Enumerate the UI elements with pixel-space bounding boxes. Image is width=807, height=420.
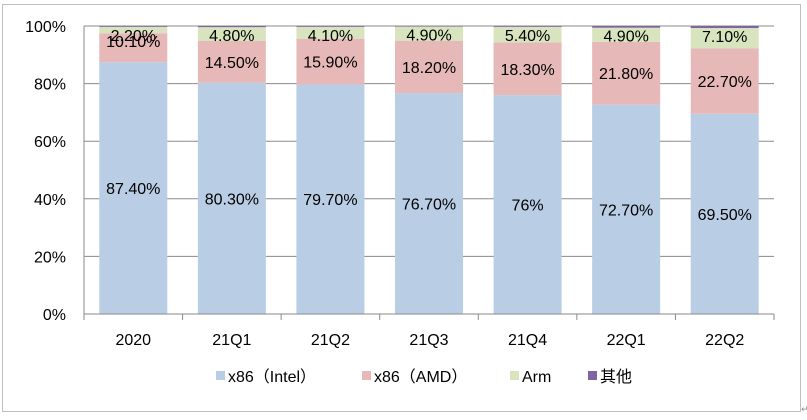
data-label: 4.80% [209, 28, 254, 45]
legend-swatch [588, 371, 597, 380]
data-label: 79.70% [303, 192, 357, 209]
bar-segment [395, 26, 463, 27]
data-label: 76.70% [402, 197, 456, 214]
bar-segment [197, 27, 266, 41]
legend-swatch [510, 371, 519, 380]
y-tick-label: 80% [34, 77, 66, 94]
bar-segment [592, 41, 661, 105]
data-label: 72.70% [599, 202, 653, 219]
legend-label: 其他 [600, 368, 632, 386]
legend: x86（Intel） x86（AMD） Arm 其他 [216, 368, 632, 386]
y-tick-label: 20% [34, 249, 66, 266]
bar-segment [99, 26, 168, 34]
data-label: 7.10% [702, 29, 747, 46]
x-axis: 2020 21Q1 21Q2 21Q3 21Q4 22Q1 22Q2 [83, 313, 775, 349]
legend-label: Arm [522, 369, 551, 386]
x-tick-label: 21Q2 [311, 332, 350, 349]
bar-segment [197, 26, 266, 28]
legend-swatch [216, 371, 225, 380]
bars [99, 26, 759, 315]
bar-segment [690, 28, 759, 49]
legend-label: x86（AMD） [374, 368, 467, 386]
y-axis: 0% 20% 40% 60% 80% 100% [25, 19, 85, 324]
data-label: 18.20% [402, 60, 456, 77]
data-label: 76% [512, 198, 544, 215]
bar-segment [296, 26, 365, 27]
y-tick-label: 40% [34, 192, 66, 209]
bar-segment [493, 26, 562, 27]
bar-segment [99, 62, 168, 315]
data-label: 22.70% [698, 74, 752, 91]
data-label: 4.10% [308, 28, 353, 45]
x-tick-label: 2020 [115, 332, 151, 349]
bar-segment [592, 104, 661, 315]
data-label: 18.30% [500, 62, 554, 79]
bar-segment [99, 26, 168, 27]
bar-segment [690, 113, 759, 314]
paragraph-mark: ↵ [801, 405, 807, 415]
bar-segment [296, 84, 365, 315]
data-label: 21.80% [599, 66, 653, 83]
bar-segment [197, 82, 266, 315]
bar-segment [99, 33, 168, 63]
bar-segment [197, 40, 266, 83]
data-label: 10.10% [106, 34, 160, 51]
legend-swatch [362, 371, 371, 380]
data-label: 87.40% [106, 181, 160, 198]
y-tick-label: 60% [34, 134, 66, 151]
legend-label: x86（Intel） [228, 368, 316, 386]
x-tick-label: 21Q1 [212, 332, 251, 349]
data-label: 15.90% [303, 55, 357, 72]
bar-segment [690, 48, 759, 114]
bar-segment [592, 26, 661, 28]
bar-segment [395, 26, 463, 41]
bar-segment [296, 38, 365, 85]
data-label: 69.50% [698, 207, 752, 224]
bar-segment [493, 42, 562, 96]
bar-segment [690, 26, 759, 29]
x-tick-label: 22Q2 [705, 332, 744, 349]
data-label: 2.20% [111, 28, 156, 45]
bar-segment [395, 93, 463, 314]
bar-segment [493, 26, 562, 43]
data-labels: 87.40% 10.10%2.20% 80.30% 14.50% 4.80% 79.70%… [106, 28, 752, 224]
data-label: 80.30% [205, 191, 259, 208]
x-tick-label: 21Q3 [409, 332, 448, 349]
x-tick-label: 22Q1 [607, 332, 646, 349]
data-label: 4.90% [406, 28, 451, 45]
bar-segment [296, 26, 365, 39]
y-tick-label: 100% [25, 19, 66, 36]
data-label: 5.40% [505, 28, 550, 45]
y-tick-label: 0% [43, 307, 66, 324]
x-tick-label: 21Q4 [508, 332, 547, 349]
bar-segment [592, 27, 661, 42]
data-label: 4.90% [603, 29, 648, 46]
bar-segment [395, 40, 463, 94]
bar-segment [493, 95, 562, 315]
data-label: 14.50% [205, 55, 259, 72]
